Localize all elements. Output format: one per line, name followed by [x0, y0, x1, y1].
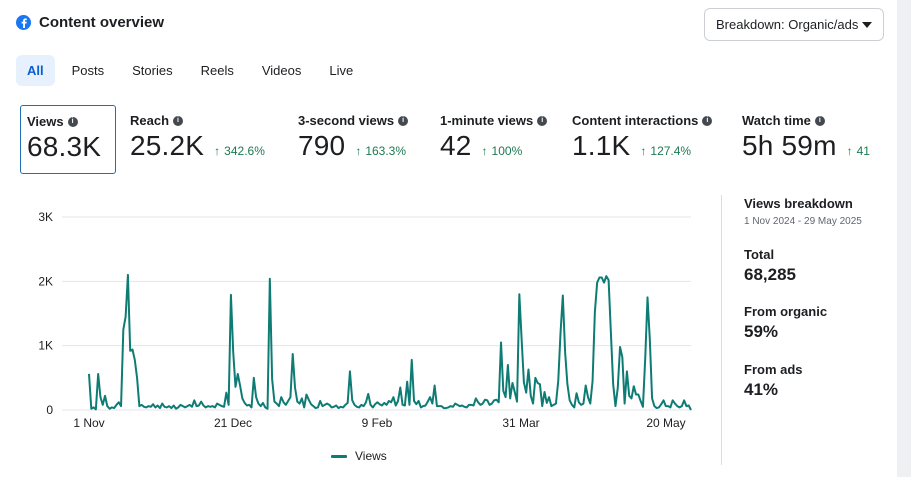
tab-live[interactable]: Live: [329, 63, 354, 78]
metric-change: ↑ 163.3%: [355, 144, 406, 158]
metric-label-views: Views i: [27, 114, 109, 129]
metric-value: 1.1K: [572, 130, 631, 161]
metric-row: 25.2K ↑ 342.6%: [130, 130, 265, 162]
metric-label-text: Views: [27, 114, 64, 129]
arrow-up-icon: ↑: [846, 144, 853, 158]
metric-change: ↑ 100%: [482, 144, 523, 158]
chart-legend[interactable]: Views: [331, 449, 387, 463]
metric-label-1-minute-views: 1-minute views i: [440, 113, 548, 128]
metric-label-watch-time: Watch time i: [742, 113, 870, 128]
metric-change-value: 163.3%: [365, 144, 407, 158]
page-scroll-gutter: [897, 0, 911, 477]
arrow-up-icon: ↑: [481, 144, 488, 158]
metric-row: 42 ↑ 100%: [440, 130, 547, 162]
metric-change: ↑ 342.6%: [214, 144, 265, 158]
metric-label-text: Content interactions: [572, 113, 699, 128]
metric-label-text: Watch time: [742, 113, 811, 128]
metric-label-text: 3-second views: [298, 113, 395, 128]
ads-block: From ads 41%: [744, 362, 803, 400]
breakdown-dropdown[interactable]: Breakdown: Organic/ads: [704, 8, 884, 41]
arrow-up-icon: ↑: [214, 144, 221, 158]
legend-swatch: [331, 454, 347, 458]
views-line-chart: 3K 2K 1K 0 1 Nov 21 Dec 9 Feb 31 Mar 20 May: [0, 200, 700, 445]
tab-posts[interactable]: Posts: [71, 63, 105, 78]
total-value: 68,285: [744, 265, 796, 284]
arrow-up-icon: ↑: [640, 144, 647, 158]
page-title: Content overview: [39, 14, 165, 31]
ads-value: 41%: [744, 380, 779, 399]
metric-label-3-second-views: 3-second views i: [298, 113, 409, 128]
metric-value: 42: [440, 130, 472, 161]
y-tick-label: 1K: [38, 339, 53, 353]
content-type-tabs: All Posts Stories Reels Videos Live: [16, 55, 364, 86]
metric-change: ↑ 127.4%: [640, 144, 691, 158]
metric-value: 68.3K: [27, 131, 102, 162]
x-tick-label: 21 Dec: [214, 416, 252, 430]
metric-value: 5h 59m: [742, 130, 837, 161]
x-tick-label: 9 Feb: [362, 416, 393, 430]
info-icon[interactable]: i: [537, 115, 548, 126]
metric-label-text: 1-minute views: [440, 113, 534, 128]
info-icon[interactable]: i: [173, 115, 184, 126]
arrow-up-icon: ↑: [355, 144, 362, 158]
facebook-icon: [16, 15, 31, 30]
divider: [721, 195, 722, 465]
metric-1-minute-views[interactable]: 1-minute views i 42 ↑ 100%: [434, 105, 553, 174]
date-range: 1 Nov 2024 - 29 May 2025: [744, 216, 862, 227]
x-tick-label: 1 Nov: [73, 416, 104, 430]
info-icon[interactable]: i: [398, 115, 409, 126]
views-breakdown-panel: Views breakdown 1 Nov 2024 - 29 May 2025…: [744, 196, 894, 399]
metric-watch-time[interactable]: Watch time i 5h 59m ↑ 41: [736, 105, 876, 174]
metric-change-value: 342.6%: [224, 144, 265, 158]
metric-cards: Views i 68.3K Reach i 25.2K ↑ 342.6%: [20, 105, 897, 174]
metric-row: 1.1K ↑ 127.4%: [572, 130, 712, 162]
metric-content-interactions[interactable]: Content interactions i 1.1K ↑ 127.4%: [566, 105, 718, 174]
metric-value: 25.2K: [130, 130, 205, 161]
metric-row: 790 ↑ 163.3%: [298, 130, 408, 162]
x-tick-label: 20 May: [646, 416, 685, 430]
metric-value: 790: [298, 130, 346, 161]
metric-reach[interactable]: Reach i 25.2K ↑ 342.6%: [124, 105, 271, 174]
info-icon[interactable]: i: [702, 115, 713, 126]
metric-label-reach: Reach i: [130, 113, 265, 128]
organic-block: From organic 59%: [744, 304, 827, 342]
y-tick-label: 3K: [38, 210, 53, 224]
metric-3-second-views[interactable]: 3-second views i 790 ↑ 163.3%: [292, 105, 414, 174]
info-icon[interactable]: i: [67, 116, 78, 127]
metric-change-value: 41: [856, 144, 870, 158]
metric-views[interactable]: Views i 68.3K: [20, 105, 116, 174]
tab-stories[interactable]: Stories: [132, 63, 173, 78]
legend-label: Views: [355, 449, 387, 463]
ads-label: From ads: [744, 362, 803, 377]
chart-svg: 3K 2K 1K 0 1 Nov 21 Dec 9 Feb 31 Mar 20 May: [38, 210, 692, 430]
y-tick-label: 2K: [38, 274, 53, 288]
metric-change: ↑ 41: [847, 144, 870, 158]
metric-change-value: 100%: [491, 144, 523, 158]
breakdown-dropdown-label: Breakdown: Organic/ads: [716, 17, 859, 32]
caret-down-icon: [862, 21, 872, 28]
organic-value: 59%: [744, 322, 779, 341]
metric-change-value: 127.4%: [650, 144, 692, 158]
metric-row: 68.3K: [27, 131, 109, 163]
card-header: Content overview: [16, 14, 164, 31]
tab-all[interactable]: All: [16, 55, 55, 86]
total-block: Total 68,285: [744, 247, 796, 285]
side-title: Views breakdown: [744, 196, 853, 211]
metric-label-text: Reach: [130, 113, 170, 128]
y-tick-label: 0: [46, 403, 53, 417]
tab-reels[interactable]: Reels: [200, 63, 234, 78]
organic-label: From organic: [744, 304, 828, 319]
info-icon[interactable]: i: [814, 115, 825, 126]
views-series-line: [88, 273, 692, 411]
metric-label-content-interactions: Content interactions i: [572, 113, 713, 128]
metric-row: 5h 59m ↑ 41: [742, 130, 870, 162]
x-tick-label: 31 Mar: [502, 416, 539, 430]
tab-videos[interactable]: Videos: [261, 63, 302, 78]
total-label: Total: [744, 247, 775, 262]
